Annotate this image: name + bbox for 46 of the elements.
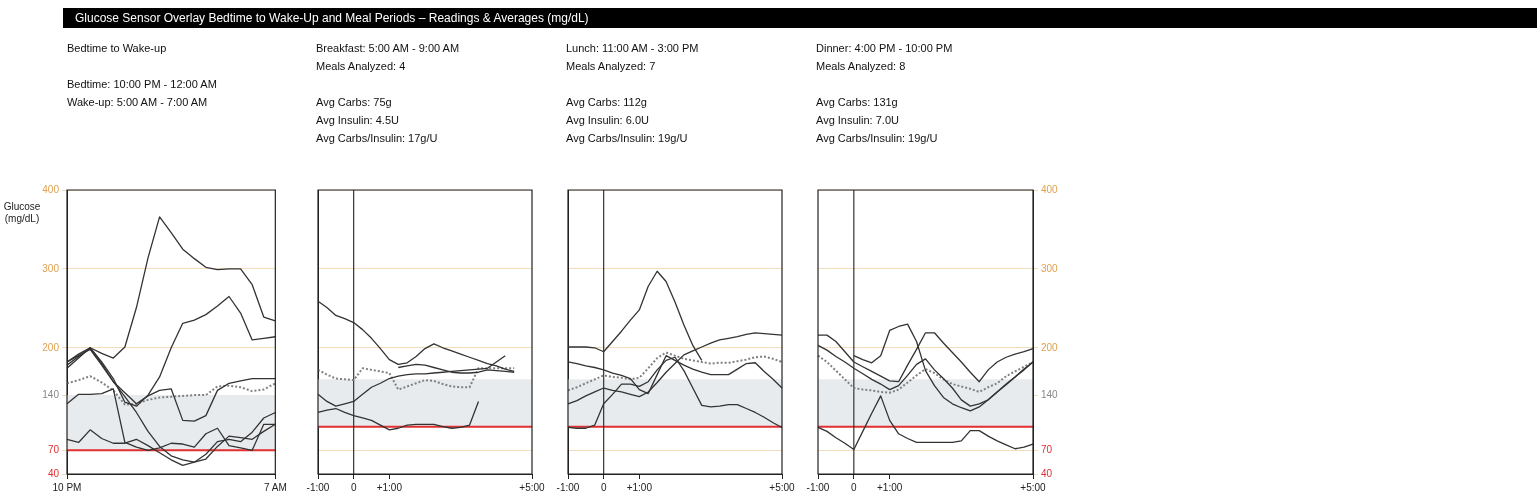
x-tick-label: +1:00 bbox=[376, 481, 403, 493]
chart-subtitle: Dinner: 4:00 PM - 10:00 PM bbox=[816, 41, 953, 56]
chart-subtitle: Lunch: 11:00 AM - 3:00 PM bbox=[566, 41, 699, 56]
y-tick-label: 70 bbox=[47, 444, 60, 456]
x-tick-label: 10 PM bbox=[52, 481, 82, 493]
x-tick-label: -1:00 bbox=[806, 481, 830, 493]
x-tick-label: +1:00 bbox=[877, 481, 903, 493]
text: Avg Carbs: 131g bbox=[816, 95, 899, 110]
text: Avg Insulin: 6.0U bbox=[566, 113, 650, 128]
x-tick-label: +5:00 bbox=[519, 481, 546, 493]
x-tick-label: 0 bbox=[851, 481, 858, 493]
x-tick-label: +1:00 bbox=[626, 481, 653, 493]
x-tick-label: 7 AM bbox=[263, 481, 287, 493]
y-tick-label: 200 bbox=[42, 341, 60, 353]
text: Avg Carbs: 112g bbox=[566, 95, 648, 110]
y2-tick-label: 40 bbox=[1041, 467, 1053, 479]
y-axis-title: Glucose (mg/dL) bbox=[3, 200, 41, 224]
text: Avg Carbs/Insulin: 17g/U bbox=[316, 131, 439, 146]
x-tick-label: 0 bbox=[350, 481, 357, 493]
y-tick-label: 300 bbox=[42, 262, 60, 274]
text: Glucose Sensor Overlay Bedtime to Wake-Up and Meal Periods – Readings & Averages (mg/dL) bbox=[63, 8, 1537, 28]
y2-tick-label: 200 bbox=[1041, 341, 1059, 353]
text: Meals Analyzed: 8 bbox=[816, 59, 907, 74]
y2-tick-label: 140 bbox=[1041, 388, 1059, 400]
y2-tick-label: 300 bbox=[1041, 262, 1059, 274]
text: Avg Insulin: 7.0U bbox=[816, 113, 900, 128]
x-tick-label: -1:00 bbox=[306, 481, 330, 493]
y-tick-label: 40 bbox=[47, 467, 60, 479]
x-tick-label: +5:00 bbox=[769, 481, 796, 493]
text: Meals Analyzed: 7 bbox=[566, 59, 657, 74]
y-tick-label: 140 bbox=[42, 388, 60, 400]
text: Avg Carbs/Insulin: 19g/U bbox=[566, 131, 689, 146]
x-tick-label: 0 bbox=[600, 481, 607, 493]
text: Meals Analyzed: 4 bbox=[316, 59, 407, 74]
text: Avg Insulin: 4.5U bbox=[316, 113, 400, 128]
text: Avg Carbs/Insulin: 19g/U bbox=[816, 131, 939, 146]
y-tick-label: 400 bbox=[42, 183, 60, 195]
x-tick-label: -1:00 bbox=[556, 481, 580, 493]
y2-tick-label: 400 bbox=[1041, 183, 1059, 195]
chart-subtitle: Bedtime to Wake-up bbox=[67, 41, 168, 56]
chart-subtitle: Breakfast: 5:00 AM - 9:00 AM bbox=[316, 41, 460, 56]
y2-tick-label: 70 bbox=[1041, 444, 1053, 456]
x-tick-label: +5:00 bbox=[1020, 481, 1047, 493]
text: Avg Carbs: 75g bbox=[316, 95, 393, 110]
text: Wake-up: 5:00 AM - 7:00 AM bbox=[67, 95, 209, 110]
text: Bedtime: 10:00 PM - 12:00 AM bbox=[67, 77, 217, 92]
